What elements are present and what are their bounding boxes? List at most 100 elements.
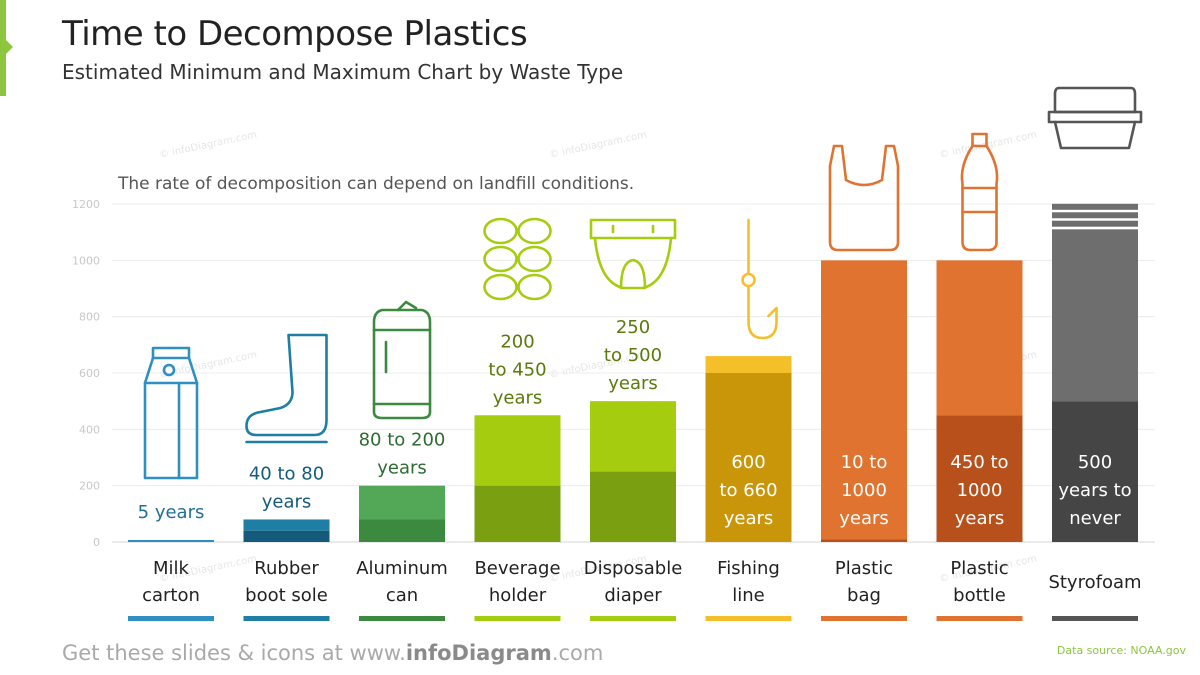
category-underline: [474, 616, 561, 621]
category-underline: [1052, 616, 1138, 621]
category-label: Disposable diaper: [584, 558, 683, 606]
y-tick-label: 1200: [72, 198, 100, 211]
value-label-line: years: [608, 373, 658, 394]
bar-min: [474, 485, 561, 542]
y-tick-label: 200: [79, 480, 100, 493]
y-tick-label: 800: [79, 311, 100, 324]
bar-min: [359, 519, 445, 542]
bar-range: [1052, 229, 1138, 402]
value-label-line: 500: [1078, 452, 1112, 473]
bar-min: [705, 373, 792, 542]
bar-fade-stripe: [1052, 212, 1138, 219]
category-underline: [821, 616, 907, 621]
bar-range: [243, 519, 330, 531]
accent-notch: [6, 40, 13, 54]
soda-can-icon: [372, 300, 432, 420]
category-label-line: Fishing: [717, 558, 780, 579]
bar-fade-stripe: [1052, 220, 1138, 227]
category-label-line: Styrofoam: [1048, 572, 1141, 593]
plastic-bottle-icon: [960, 132, 999, 252]
value-label-line: 200: [500, 331, 534, 352]
bar-min: [128, 540, 214, 542]
footer-promo[interactable]: Get these slides & icons at www.infoDiag…: [62, 641, 603, 665]
chart-note: The rate of decomposition can depend on …: [118, 174, 635, 194]
watermark: © infoDiagram.com: [548, 130, 648, 161]
watermark: © infoDiagram.com: [158, 130, 258, 161]
fish-hook-icon: [741, 218, 778, 340]
category-label: Plastic bottle: [950, 558, 1008, 606]
value-label: 5 years: [138, 502, 205, 523]
value-label-line: 80 to 200: [359, 430, 446, 451]
category-underline: [243, 616, 330, 621]
bar-range: [936, 260, 1023, 416]
bar-fade-stripe: [1052, 203, 1138, 210]
y-tick-label: 600: [79, 367, 100, 380]
category-underline: [128, 616, 214, 621]
rubber-boot-icon: [245, 333, 328, 444]
data-source: Data source: NOAA.gov: [1056, 644, 1186, 657]
bar-range: [474, 415, 561, 486]
bar-min: [1052, 401, 1138, 542]
category-label: Plastic bag: [835, 558, 893, 606]
category-label-line: holder: [489, 585, 547, 606]
bar-min: [590, 471, 676, 542]
value-label-line: years to: [1058, 480, 1131, 501]
value-label: 600 to 660 years: [719, 452, 777, 529]
value-label-line: 5 years: [138, 502, 205, 523]
category-label-line: Rubber: [254, 558, 319, 579]
foam-container-icon: [1047, 86, 1143, 150]
category-underline: [705, 616, 792, 621]
bar-min: [936, 415, 1023, 542]
watermark: © infoDiagram.com: [938, 130, 1038, 161]
category-label-line: Plastic: [835, 558, 893, 579]
page-title: Time to Decompose Plastics: [62, 14, 528, 54]
bar-min: [243, 530, 330, 542]
category-label-line: bag: [847, 585, 881, 606]
category-label-line: boot sole: [245, 585, 328, 606]
category-label-line: Aluminum: [356, 558, 448, 579]
six-pack-rings-icon: [483, 217, 552, 301]
value-label-line: 1000: [841, 480, 887, 501]
category-label-line: Plastic: [950, 558, 1008, 579]
category-label-line: bottle: [953, 585, 1006, 606]
value-label: 500 years to never: [1058, 452, 1131, 529]
y-tick-label: 0: [93, 536, 100, 549]
value-label-line: years: [377, 458, 427, 479]
footer-suffix: .com: [551, 641, 604, 665]
category-label: Styrofoam: [1048, 572, 1141, 593]
category-label-line: Milk: [153, 558, 190, 579]
category-label-line: diaper: [604, 585, 662, 606]
bar-range: [821, 260, 907, 540]
footer-brand: infoDiagram: [405, 641, 552, 665]
category-underline: [590, 616, 676, 621]
category-underline: [936, 616, 1023, 621]
category-label: Rubber boot sole: [245, 558, 328, 606]
value-label-line: to 500: [604, 345, 662, 366]
watermark: © infoDiagram.com: [158, 350, 258, 381]
accent-bar: [0, 0, 6, 96]
category-label: Milk carton: [142, 558, 200, 606]
value-label-line: 600: [731, 452, 765, 473]
diaper-icon: [589, 218, 677, 290]
value-label-line: to 660: [719, 480, 777, 501]
value-label-line: years: [839, 508, 889, 529]
bar-range: [590, 401, 676, 472]
page-subtitle: Estimated Minimum and Maximum Chart by W…: [62, 60, 624, 84]
value-label: 80 to 200 years: [359, 430, 446, 479]
y-tick-label: 1000: [72, 254, 100, 267]
value-label: 200 to 450 years: [488, 331, 546, 408]
value-label-line: 250: [616, 317, 650, 338]
category-label: Aluminum can: [356, 558, 448, 606]
value-label-line: never: [1069, 508, 1121, 529]
y-tick-label: 400: [79, 423, 100, 436]
value-label-line: 10 to: [841, 452, 888, 473]
value-label-line: to 450: [488, 359, 546, 380]
value-label: 40 to 80 years: [249, 463, 324, 512]
category-label-line: can: [386, 585, 418, 606]
value-label-line: years: [262, 491, 312, 512]
value-label: 10 to 1000 years: [839, 452, 889, 529]
bar-range: [705, 356, 792, 373]
value-label: 450 to 1000 years: [950, 452, 1008, 529]
footer-prefix: Get these slides & icons at www.: [62, 641, 406, 665]
